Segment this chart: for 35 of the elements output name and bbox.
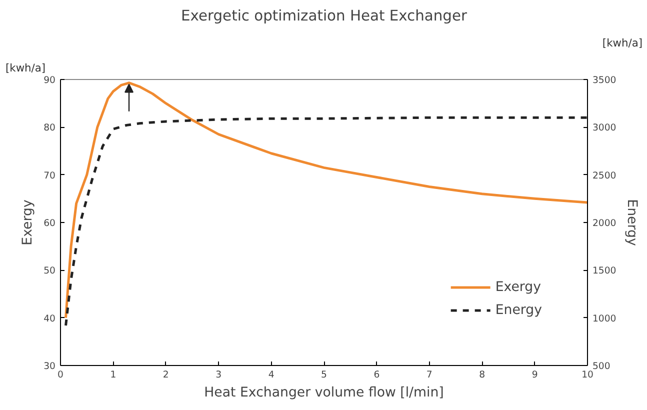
chart-title: Exergetic optimization Heat Exchanger <box>180 8 468 24</box>
y-tick-label: 90 <box>44 75 56 86</box>
line-series <box>64 82 588 320</box>
y2-tick-label: 2500 <box>592 170 616 182</box>
y2-tick-label: 3000 <box>592 122 616 134</box>
line-series <box>64 116 588 327</box>
y-tick-label: 30 <box>44 361 56 372</box>
y-tick-label: 50 <box>44 266 56 277</box>
y2-tick-label: 500 <box>592 361 610 372</box>
text: [kwh/a] <box>6 62 46 74</box>
y2-tick-label: 1500 <box>592 266 616 277</box>
x-tick-label: 6 <box>374 370 380 380</box>
y-tick-label: 40 <box>44 313 56 324</box>
y-tick-label: 60 <box>44 218 56 229</box>
y-axis-title: Exergy <box>20 200 36 246</box>
x-tick-label: 3 <box>216 370 222 380</box>
x-tick-label: 8 <box>479 370 486 380</box>
x-tick-label: 5 <box>321 370 328 380</box>
y-tick-label: 70 <box>44 170 56 182</box>
x-tick-label: 1 <box>110 370 116 380</box>
text: [kwh/a] <box>602 36 643 50</box>
x-tick-label: 2 <box>162 370 169 380</box>
x-tick-label: 10 <box>582 370 594 380</box>
x-tick-label: 4 <box>268 370 274 380</box>
legend-label: Energy <box>495 302 542 318</box>
x-tick-label: 7 <box>426 370 432 380</box>
y2-axis-title: Energy <box>624 199 640 246</box>
y2-tick-label: 1000 <box>592 313 616 324</box>
x-tick-label: 9 <box>532 370 538 380</box>
y2-tick-label: 3500 <box>592 75 616 86</box>
y2-tick-label: 2000 <box>592 218 616 229</box>
y-tick-label: 80 <box>44 122 56 134</box>
legend-label: Exergy <box>495 280 542 294</box>
x-tick-label: 0 <box>58 370 64 380</box>
x-axis-title: Heat Exchanger volume flow [l/min] <box>204 386 444 400</box>
